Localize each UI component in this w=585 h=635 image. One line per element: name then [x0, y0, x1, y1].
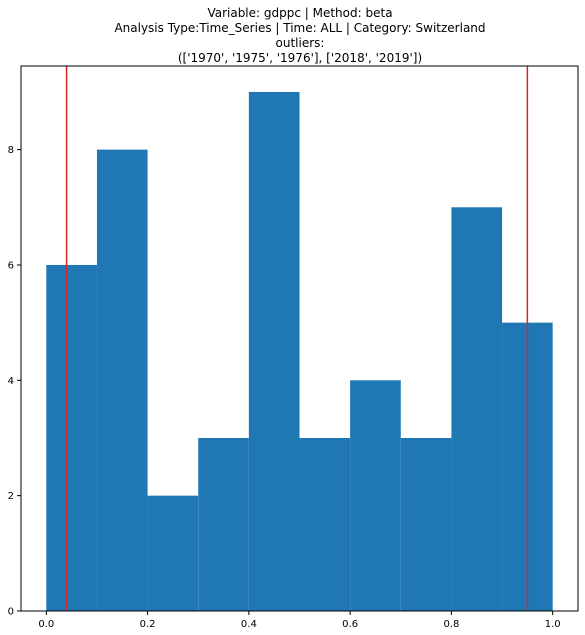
- x-tick-label-3: 0.4: [241, 619, 257, 630]
- x-axis: 0.0 0.2 0.4 0.6 0.8 1.0: [38, 611, 561, 630]
- title-line-1: Variable: gdppc | Method: beta: [207, 6, 392, 20]
- y-tick-label-1: 0: [8, 607, 14, 618]
- y-tick-label-3: 4: [8, 376, 14, 387]
- y-tick-label-5: 8: [8, 145, 14, 156]
- chart-title: Variable: gdppc | Method: beta Analysis …: [114, 6, 485, 65]
- histogram-bars: [46, 91, 553, 612]
- y-axis: 0 2 4 6 8: [8, 145, 21, 618]
- x-tick-label-1: 0.0: [38, 619, 54, 630]
- histogram-bar-5: [248, 91, 300, 611]
- outlier-threshold-lines: [65, 66, 529, 611]
- x-tick-label-6: 1.0: [545, 619, 561, 630]
- histogram-bar-3: [147, 495, 199, 611]
- histogram-bar-4: [198, 437, 249, 611]
- title-line-4: (['1970', '1975', '1976'], ['2018', '201…: [178, 51, 422, 65]
- title-line-3: outliers:: [276, 36, 325, 50]
- plot-frame: [20, 65, 579, 612]
- title-line-2: Analysis Type:Time_Series | Time: ALL | …: [114, 21, 485, 35]
- histogram-bar-7: [350, 380, 401, 611]
- x-tick-label-2: 0.2: [140, 619, 156, 630]
- y-tick-label-4: 6: [8, 260, 14, 271]
- histogram-bar-9: [451, 207, 503, 611]
- histogram-bar-2: [96, 149, 148, 612]
- x-tick-label-5: 0.8: [443, 619, 459, 630]
- histogram-bar-8: [400, 437, 452, 611]
- y-tick-label-2: 2: [8, 491, 14, 502]
- histogram-bar-6: [299, 437, 351, 611]
- x-tick-label-4: 0.6: [342, 619, 358, 630]
- histogram-bar-1: [46, 264, 97, 611]
